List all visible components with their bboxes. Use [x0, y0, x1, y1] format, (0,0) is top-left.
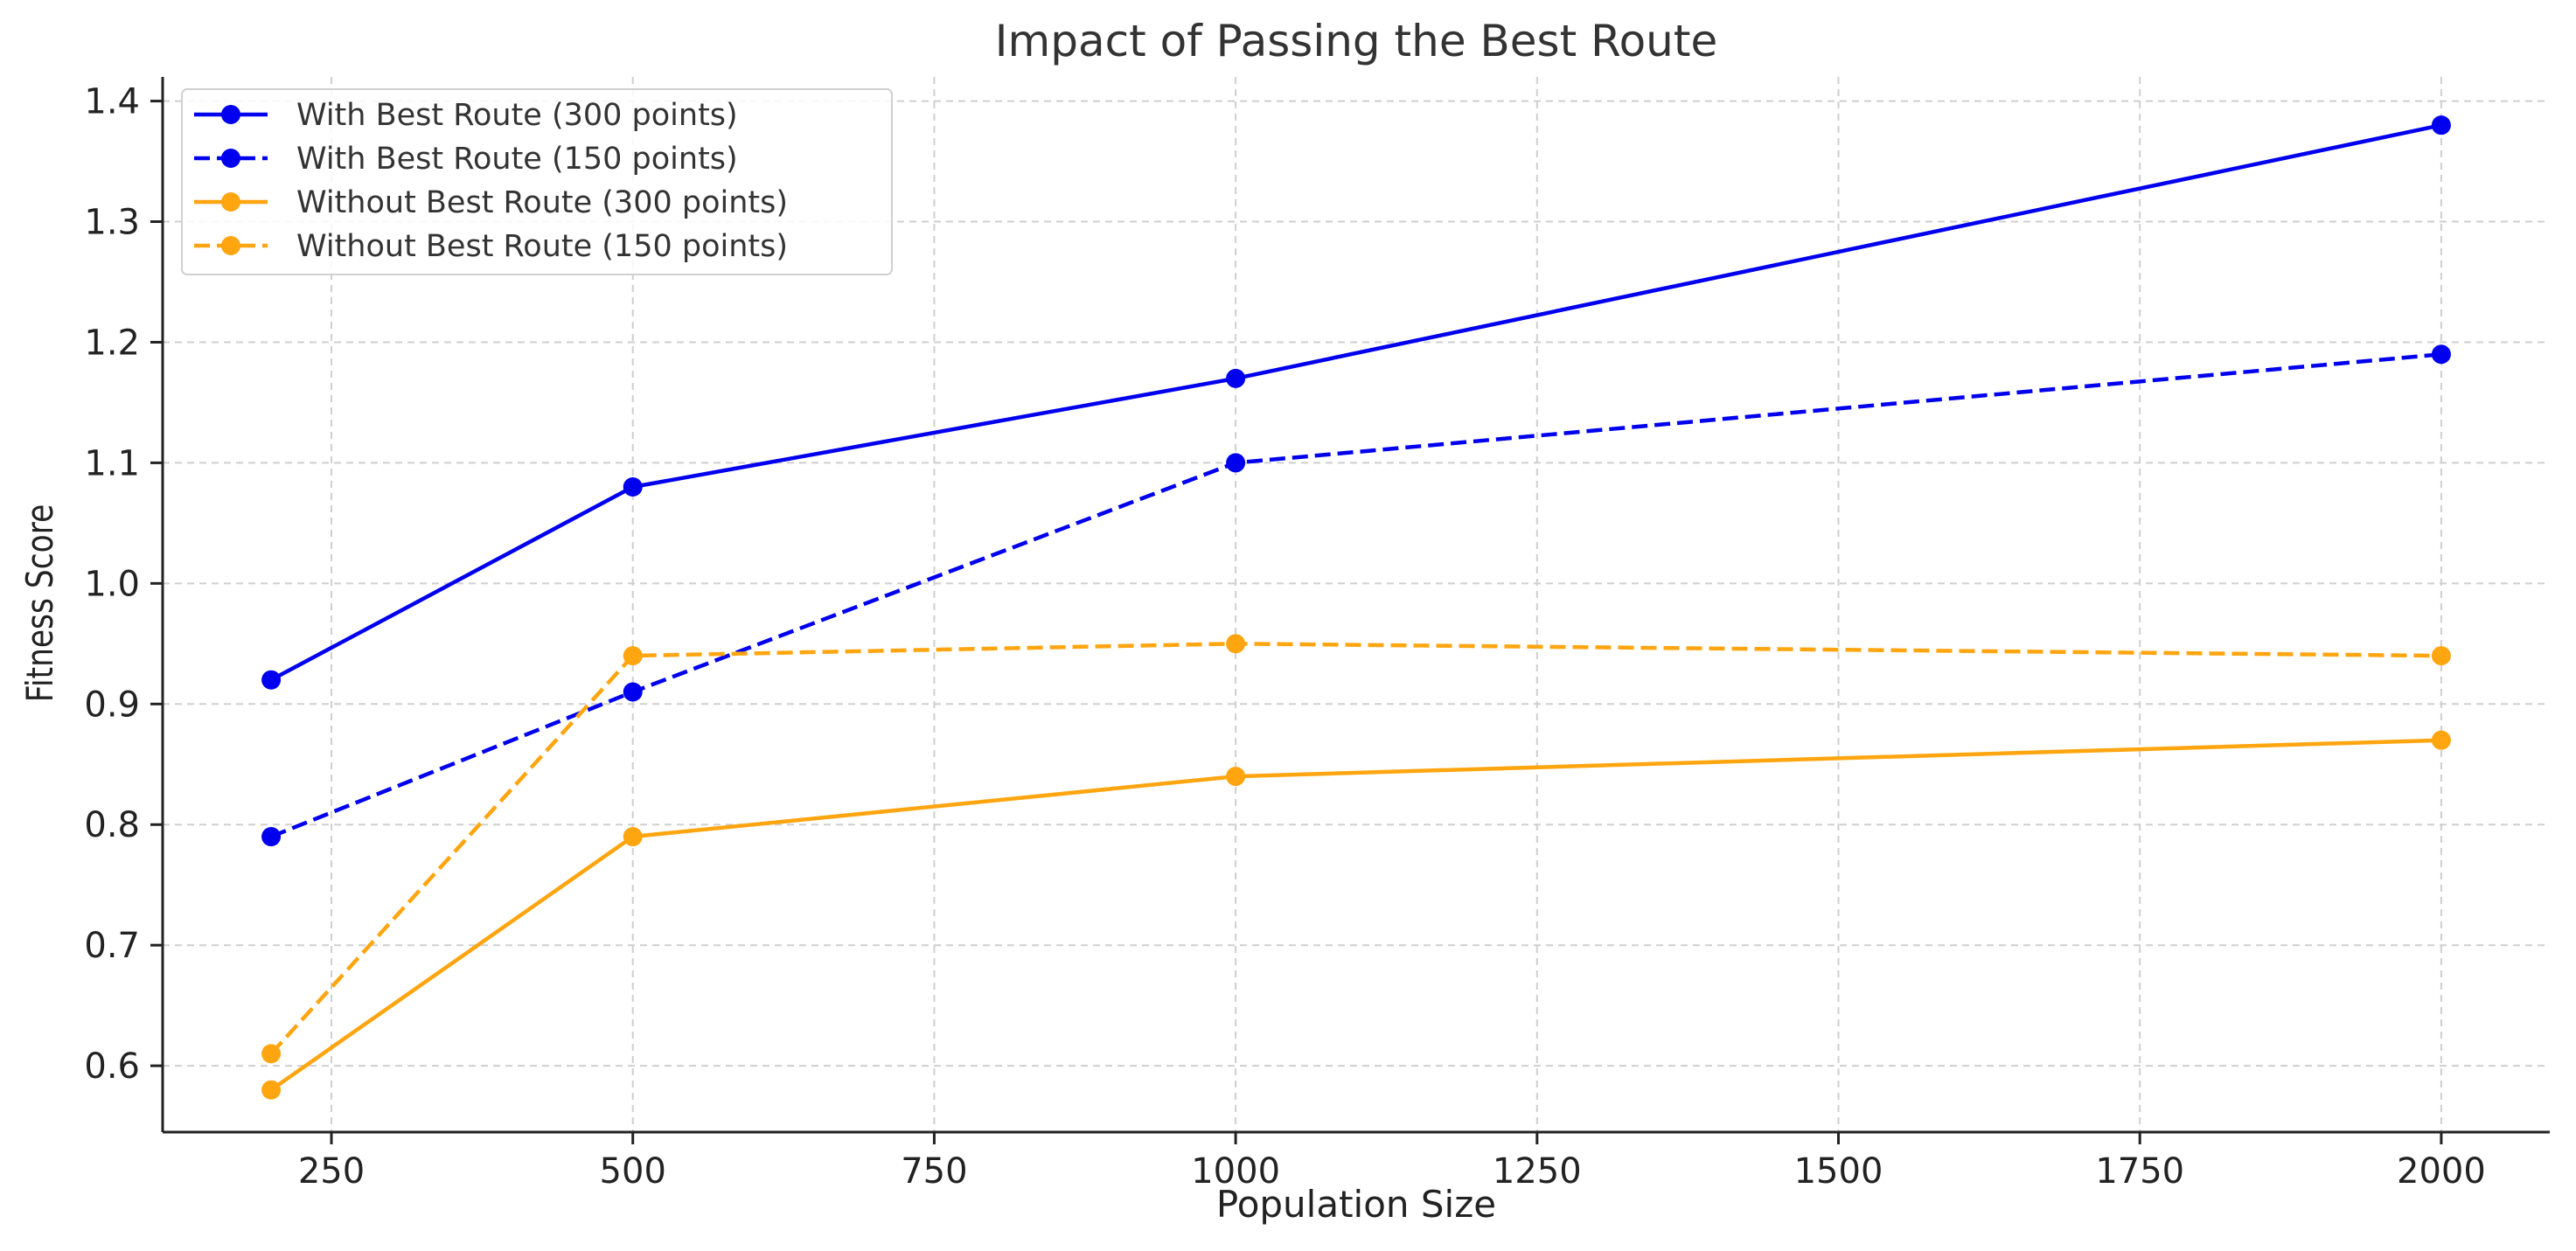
y-tick-label: 1.4: [84, 82, 140, 122]
x-tick-label: 1750: [2095, 1151, 2184, 1192]
legend-item-without-best-route-300-points: Without Best Route (300 points): [194, 185, 788, 220]
legend-item-without-best-route-150-points: Without Best Route (150 points): [194, 229, 788, 264]
y-tick-label: 1.0: [84, 564, 140, 604]
data-point: [2431, 115, 2451, 136]
data-point: [261, 670, 282, 690]
y-tick-label: 0.6: [84, 1046, 140, 1087]
legend-marker: [221, 149, 240, 168]
legend-label: With Best Route (150 points): [296, 142, 738, 177]
legend-label: Without Best Route (300 points): [296, 185, 788, 220]
data-point: [261, 1044, 282, 1064]
x-tick-label: 1250: [1493, 1151, 1582, 1192]
x-tick-label: 1000: [1191, 1151, 1280, 1192]
x-tick-label: 1500: [1794, 1151, 1883, 1192]
data-point: [261, 1080, 282, 1100]
data-point: [2431, 646, 2451, 666]
legend-item-with-best-route-150-points: With Best Route (150 points): [194, 142, 738, 177]
data-point: [623, 827, 643, 847]
x-axis-title: Population Size: [1216, 1183, 1496, 1226]
legend-item-with-best-route-300-points: With Best Route (300 points): [194, 98, 738, 133]
series-without-best-route-150-points: [261, 634, 2451, 1064]
data-point: [1226, 767, 1246, 787]
y-tick-label: 0.7: [84, 926, 140, 966]
data-point: [261, 827, 282, 847]
chart-title: Impact of Passing the Best Route: [995, 16, 1717, 66]
legend-box: [181, 88, 893, 275]
series: [261, 115, 2451, 1100]
legend: With Best Route (300 points) With Best Ro…: [181, 88, 893, 275]
y-tick-label: 1.3: [84, 203, 140, 243]
x-tick-label: 750: [901, 1151, 967, 1192]
x-tick-label: 2000: [2397, 1151, 2486, 1192]
x-tick-label: 250: [298, 1151, 365, 1192]
data-point: [623, 682, 643, 702]
x-ticks: 250 500 750 1000 1250 1500 1750 2000: [298, 1132, 2486, 1192]
data-point: [623, 477, 643, 497]
y-tick-label: 1.2: [84, 323, 140, 363]
legend-label: Without Best Route (150 points): [296, 229, 788, 264]
x-tick-label: 500: [600, 1151, 666, 1192]
series-with-best-route-150-points: [261, 344, 2451, 847]
data-point: [1226, 453, 1246, 473]
series-with-best-route-300-points: [261, 115, 2451, 690]
data-point: [1226, 634, 1246, 654]
series-without-best-route-300-points: [261, 730, 2451, 1100]
data-point: [1226, 368, 1246, 388]
y-axis-title: Fitness Score: [19, 504, 62, 703]
series-line: [270, 122, 2442, 682]
axes: [161, 77, 2550, 1134]
legend-label: With Best Route (300 points): [296, 98, 738, 133]
y-tick-label: 0.9: [84, 685, 140, 725]
y-tick-label: 0.8: [84, 805, 140, 845]
data-point: [623, 646, 643, 666]
series-line: [269, 738, 2441, 1092]
series-line: [270, 352, 2442, 839]
legend-marker: [221, 236, 240, 255]
legend-marker: [221, 105, 240, 124]
legend-marker: [221, 192, 240, 212]
data-point: [2431, 730, 2451, 750]
y-tick-label: 1.1: [84, 443, 140, 483]
data-point: [2431, 344, 2451, 365]
y-ticks: 0.6 0.7 0.8 0.9 1.0 1.1 1.2 1.3 1.4: [84, 82, 163, 1087]
